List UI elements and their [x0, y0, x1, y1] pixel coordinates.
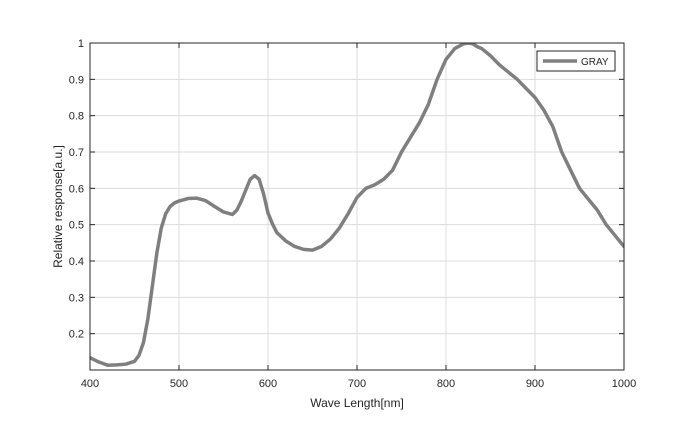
x-tick-label: 600 — [259, 378, 277, 390]
y-tick-label: 0.6 — [69, 183, 84, 195]
x-tick-label: 700 — [348, 378, 366, 390]
legend: GRAY — [536, 50, 616, 72]
x-tick-label: 400 — [81, 378, 99, 390]
y-tick-label: 0.5 — [69, 220, 84, 232]
y-tick-label: 0.9 — [69, 74, 84, 86]
series-line-gray — [90, 43, 624, 368]
x-tick-label: 900 — [526, 378, 544, 390]
x-tick-label: 500 — [170, 378, 188, 390]
y-tick-label: 0.4 — [69, 256, 84, 268]
y-tick-label: 0.8 — [69, 111, 84, 123]
y-tick-label: 0.2 — [69, 329, 84, 341]
y-tick-label: 0.3 — [69, 292, 84, 304]
series-layer — [90, 43, 624, 368]
y-axis-label: Relative response[a.u.] — [51, 145, 65, 268]
legend-label: GRAY — [581, 57, 609, 68]
ticks: 400 500 600 700 800 900 1000 0.2 0.3 0.4 0.5 0.6 0.7… — [69, 38, 637, 390]
x-axis-label: Wave Length[nm] — [310, 396, 404, 410]
y-tick-label: 1 — [78, 38, 84, 50]
x-tick-label: 1000 — [612, 378, 636, 390]
x-tick-label: 800 — [437, 378, 455, 390]
y-tick-label: 0.7 — [69, 147, 84, 159]
